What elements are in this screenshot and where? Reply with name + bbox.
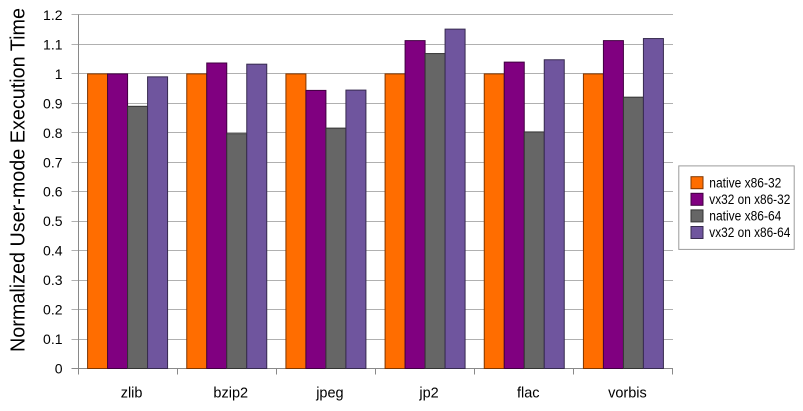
svg-text:jpeg: jpeg <box>315 386 343 402</box>
svg-text:zlib: zlib <box>121 386 143 402</box>
svg-text:0.5: 0.5 <box>43 213 63 229</box>
svg-text:0.9: 0.9 <box>43 95 63 111</box>
svg-text:0.2: 0.2 <box>43 302 63 318</box>
svg-text:vx32 on x86-64: vx32 on x86-64 <box>709 225 790 240</box>
svg-text:0.1: 0.1 <box>43 331 63 347</box>
svg-text:jp2: jp2 <box>418 386 438 402</box>
svg-text:native x86-32: native x86-32 <box>709 175 781 190</box>
svg-text:0.8: 0.8 <box>43 125 63 141</box>
svg-text:0.4: 0.4 <box>43 243 63 259</box>
svg-text:0.7: 0.7 <box>43 154 63 170</box>
svg-text:vorbis: vorbis <box>608 386 647 402</box>
svg-text:1.1: 1.1 <box>43 36 63 52</box>
svg-text:vx32 on x86-32: vx32 on x86-32 <box>709 192 790 207</box>
svg-text:0: 0 <box>55 361 63 377</box>
svg-text:1.2: 1.2 <box>43 7 63 23</box>
svg-text:bzip2: bzip2 <box>213 386 248 402</box>
svg-text:flac: flac <box>517 386 540 402</box>
svg-text:0.3: 0.3 <box>43 272 63 288</box>
svg-text:1: 1 <box>55 66 63 82</box>
svg-text:native x86-64: native x86-64 <box>709 209 781 224</box>
svg-text:Normalized User-mode Execution: Normalized User-mode Execution Time <box>8 8 30 352</box>
svg-text:0.6: 0.6 <box>43 184 63 200</box>
